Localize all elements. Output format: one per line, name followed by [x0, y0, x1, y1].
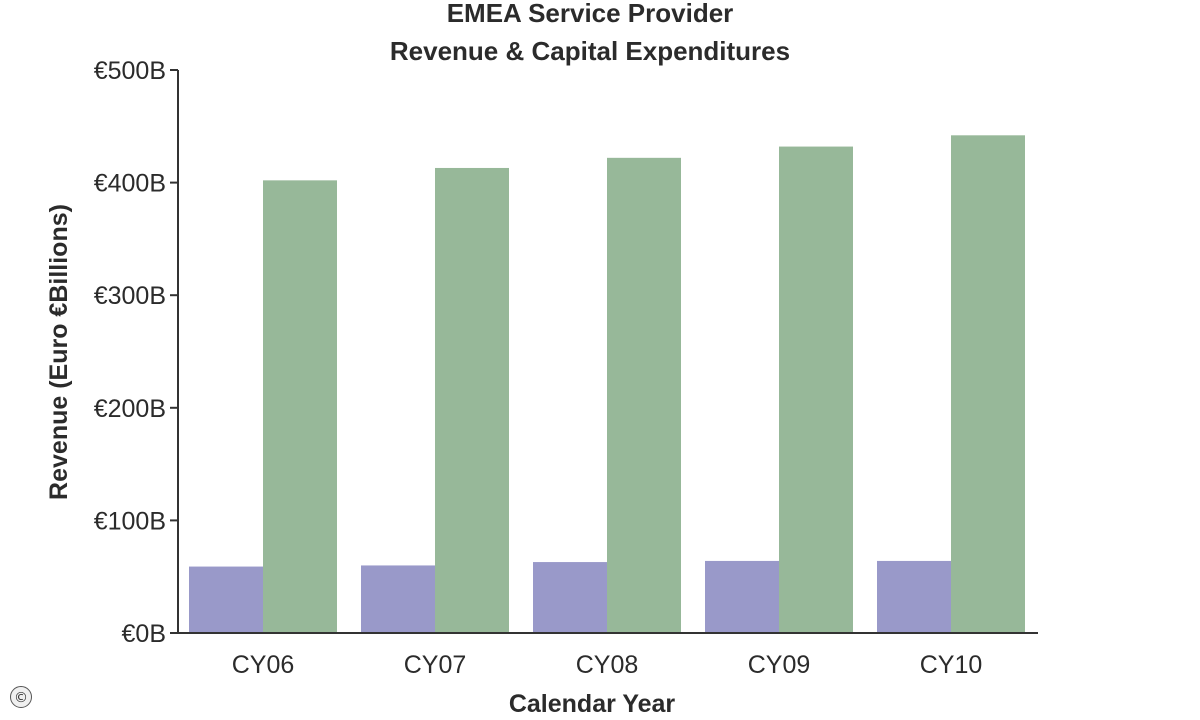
x-ticks-group: CY06 CY07 CY08 CY09 CY10	[232, 651, 983, 679]
y-tick-label: €0B	[122, 620, 166, 648]
bar-series-1-cy07	[361, 565, 435, 633]
x-tick-label-cy06: CY06	[232, 651, 295, 679]
y-axis-title: Revenue (Euro €Billions)	[45, 204, 73, 500]
bar-series-1-cy10	[877, 560, 951, 633]
bar-series-1-cy09	[705, 560, 779, 633]
bar-series-1-cy08	[533, 562, 607, 633]
bars-group	[189, 135, 1025, 634]
y-tick-label: €300B	[94, 282, 166, 310]
x-axis-title: Calendar Year	[509, 690, 676, 718]
bar-series-1-cy06	[189, 566, 263, 633]
x-tick-label-cy08: CY08	[576, 651, 639, 679]
y-ticks-group: €0B €100B €200B €300B €400B €500B	[94, 57, 178, 648]
bar-series-2-cy08	[607, 157, 681, 633]
y-tick-label: €500B	[94, 57, 166, 85]
y-tick-label: €400B	[94, 170, 166, 198]
bar-series-2-cy06	[263, 180, 337, 633]
x-tick-label-cy10: CY10	[920, 651, 983, 679]
bar-series-2-cy10	[951, 135, 1025, 634]
y-tick-label: €100B	[94, 507, 166, 535]
chart-title-line-1: EMEA Service Provider	[447, 0, 734, 28]
y-tick-label: €200B	[94, 395, 166, 423]
bar-series-2-cy09	[779, 146, 853, 633]
x-tick-label-cy07: CY07	[404, 651, 467, 679]
x-tick-label-cy09: CY09	[748, 651, 811, 679]
chart-title-line-2: Revenue & Capital Expenditures	[390, 36, 790, 66]
bar-series-2-cy07	[435, 167, 509, 633]
copyright-icon: ©	[10, 686, 32, 708]
